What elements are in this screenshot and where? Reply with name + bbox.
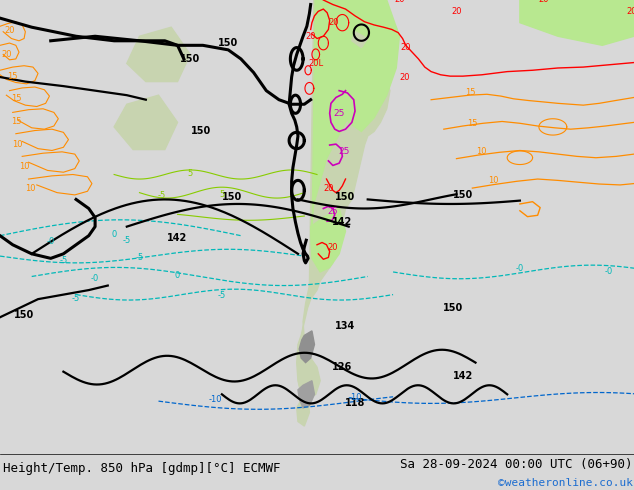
Text: 134: 134 [335,321,356,331]
Text: 20L: 20L [308,59,323,68]
Text: 15: 15 [11,117,21,126]
Text: Sa 28-09-2024 00:00 UTC (06+90): Sa 28-09-2024 00:00 UTC (06+90) [400,458,633,471]
Polygon shape [297,396,309,426]
Text: -10: -10 [209,395,223,404]
Text: -10: -10 [348,393,362,402]
Text: 20: 20 [626,7,634,16]
Text: 15: 15 [467,119,477,128]
Polygon shape [336,0,399,131]
Text: 150: 150 [14,310,34,320]
Text: 150: 150 [443,303,463,313]
Text: -0: -0 [91,274,100,283]
Polygon shape [114,95,178,149]
Text: -5: -5 [59,256,68,265]
Text: 10: 10 [477,147,487,156]
Text: 20: 20 [394,0,404,4]
Text: 15: 15 [465,88,476,98]
Text: -5: -5 [72,294,81,303]
Text: -0: -0 [46,237,55,245]
Text: 20: 20 [1,50,11,59]
Text: 150: 150 [191,126,211,136]
Text: 150: 150 [453,190,473,200]
Text: 25: 25 [327,207,337,216]
Text: 15: 15 [11,94,21,103]
Text: 5: 5 [188,169,193,178]
Text: 0: 0 [112,230,117,239]
Text: -0: -0 [515,264,524,273]
Text: 20: 20 [401,43,411,52]
Text: 142: 142 [332,217,353,227]
Text: Height/Temp. 850 hPa [gdmp][°C] ECMWF: Height/Temp. 850 hPa [gdmp][°C] ECMWF [3,462,281,475]
Text: 10: 10 [25,184,36,193]
Text: 20: 20 [399,73,410,81]
Text: -5: -5 [122,236,131,245]
Text: 10: 10 [19,162,29,171]
Text: 142: 142 [167,233,188,243]
Text: 20: 20 [451,7,462,16]
Text: 10: 10 [13,140,23,148]
Text: 150: 150 [222,192,242,202]
Polygon shape [298,358,320,399]
Text: 150: 150 [218,38,238,48]
Text: 5: 5 [219,191,224,199]
Text: 20: 20 [329,18,339,27]
Polygon shape [297,0,399,408]
Polygon shape [298,381,314,408]
Text: 15: 15 [8,72,18,81]
Polygon shape [311,0,393,254]
Text: ©weatheronline.co.uk: ©weatheronline.co.uk [498,478,633,489]
Text: 142: 142 [453,371,473,381]
Polygon shape [352,32,368,48]
Text: 118: 118 [345,398,365,408]
Text: -5: -5 [135,253,144,262]
Polygon shape [311,209,346,272]
Text: -0: -0 [604,267,613,275]
Polygon shape [520,0,634,46]
Text: 25: 25 [333,109,345,118]
Text: -5: -5 [217,291,226,300]
Text: 126: 126 [332,362,353,372]
Text: 20: 20 [327,243,337,251]
Text: 10: 10 [488,176,498,185]
Polygon shape [299,331,314,363]
Text: 150: 150 [180,54,200,64]
Text: 150: 150 [335,192,356,202]
Text: 20: 20 [323,184,333,193]
Text: 20: 20 [4,26,15,35]
Text: 0: 0 [175,270,180,280]
Text: 25: 25 [338,147,349,156]
Text: 20: 20 [539,0,549,4]
Text: -5: -5 [157,191,166,200]
Polygon shape [127,27,190,81]
Text: 20: 20 [306,32,316,41]
